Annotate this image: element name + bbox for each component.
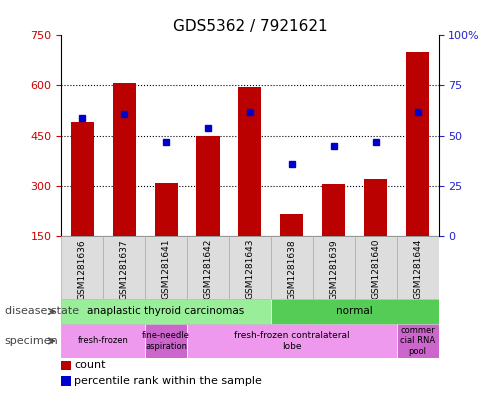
Text: GSM1281641: GSM1281641 [162,239,171,299]
Bar [71,122,94,236]
Bar [322,184,345,236]
Bar [61,299,271,324]
Bar [229,236,271,299]
Text: specimen: specimen [5,336,59,346]
Text: fine-needle
aspiration: fine-needle aspiration [142,331,190,351]
Bar [113,83,136,236]
Bar [313,236,355,299]
Text: fresh-frozen contralateral
lobe: fresh-frozen contralateral lobe [234,331,350,351]
Bar [355,236,396,299]
Bar [406,52,429,236]
Text: percentile rank within the sample: percentile rank within the sample [74,376,262,386]
Bar [154,184,177,236]
Text: fresh-frozen: fresh-frozen [78,336,128,345]
Text: commer
cial RNA
pool: commer cial RNA pool [400,326,435,356]
Text: GSM1281637: GSM1281637 [120,239,129,299]
Bar [187,236,229,299]
Text: GSM1281636: GSM1281636 [78,239,87,299]
Bar [61,361,71,370]
Bar [238,87,262,236]
Bar [280,214,303,236]
Bar [196,136,220,236]
Bar [61,324,145,358]
Bar [145,324,187,358]
Bar [396,324,439,358]
Bar [271,236,313,299]
Bar [61,376,71,386]
Text: normal: normal [336,307,373,316]
Bar [61,236,103,299]
Text: GSM1281644: GSM1281644 [413,239,422,299]
Text: GSM1281642: GSM1281642 [203,239,213,299]
Text: GSM1281638: GSM1281638 [287,239,296,299]
Text: anaplastic thyroid carcinomas: anaplastic thyroid carcinomas [87,307,245,316]
Bar [103,236,145,299]
Text: disease state: disease state [5,307,79,316]
Text: GSM1281640: GSM1281640 [371,239,380,299]
Text: GSM1281639: GSM1281639 [329,239,338,299]
Text: count: count [74,360,106,371]
Bar [271,299,439,324]
Bar [145,236,187,299]
Text: GSM1281643: GSM1281643 [245,239,254,299]
Title: GDS5362 / 7921621: GDS5362 / 7921621 [172,19,327,34]
Bar [364,179,387,236]
Bar [396,236,439,299]
Bar [187,324,396,358]
